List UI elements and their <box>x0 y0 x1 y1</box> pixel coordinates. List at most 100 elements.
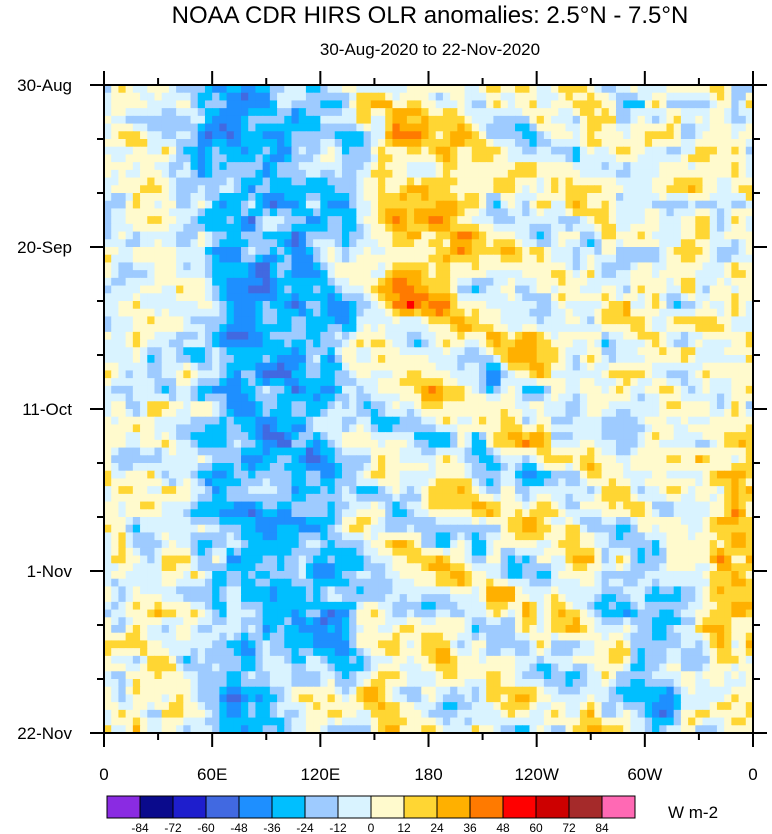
heatmap-cell <box>118 254 127 264</box>
heatmap-cell <box>688 478 696 487</box>
heatmap-cell <box>197 409 206 418</box>
heatmap-cell <box>486 154 494 163</box>
heatmap-cell <box>680 177 689 186</box>
heatmap-cell <box>334 424 343 433</box>
heatmap-cell <box>630 470 639 480</box>
heatmap-cell <box>724 131 732 140</box>
heatmap-cell <box>572 270 581 279</box>
heatmap-cell <box>241 262 249 271</box>
heatmap-cell <box>507 200 516 210</box>
heatmap-cell <box>298 324 307 333</box>
heatmap-cell <box>709 92 718 102</box>
heatmap-cell <box>724 463 732 472</box>
heatmap-cell <box>320 324 329 333</box>
heatmap-cell <box>125 393 134 402</box>
heatmap-cell <box>183 123 192 132</box>
heatmap-cell <box>579 385 588 395</box>
heatmap-cell <box>716 247 725 256</box>
heatmap-cell <box>277 162 285 171</box>
heatmap-cell <box>132 285 141 294</box>
heatmap-cell <box>666 239 675 248</box>
heatmap-cell <box>219 200 228 210</box>
heatmap-cell <box>197 331 206 341</box>
heatmap-cell <box>442 355 451 364</box>
heatmap-cell <box>248 254 257 264</box>
heatmap-cell <box>104 432 112 441</box>
heatmap-cell <box>313 424 321 433</box>
heatmap-cell <box>284 339 293 348</box>
heatmap-cell <box>652 470 660 480</box>
heatmap-cell <box>298 231 307 240</box>
heatmap-cell <box>536 293 545 302</box>
heatmap-cell <box>356 208 365 217</box>
heatmap-cell <box>543 393 552 402</box>
heatmap-cell <box>623 200 632 210</box>
heatmap-cell <box>630 339 639 348</box>
heatmap-cell <box>464 455 473 464</box>
heatmap-cell <box>190 401 199 410</box>
heatmap-cell <box>623 285 632 294</box>
heatmap-cell <box>507 92 516 102</box>
heatmap-cell <box>536 108 545 117</box>
heatmap-cell <box>659 355 668 364</box>
heatmap-cell <box>637 216 646 225</box>
heatmap-cell <box>738 193 747 202</box>
heatmap-cell <box>486 324 494 333</box>
heatmap-cell <box>392 409 401 418</box>
heatmap-cell <box>212 85 220 94</box>
heatmap-cell <box>305 378 314 387</box>
heatmap-cell <box>190 285 199 294</box>
heatmap-cell <box>320 208 329 217</box>
heatmap-cell <box>341 100 350 109</box>
heatmap-cell <box>572 331 581 341</box>
heatmap-cell <box>183 401 192 410</box>
heatmap-cell <box>673 470 682 480</box>
heatmap-cell <box>637 416 646 426</box>
heatmap-cell <box>284 100 293 109</box>
heatmap-cell <box>486 131 494 140</box>
heatmap-cell <box>543 108 552 117</box>
heatmap-cell <box>536 370 545 379</box>
heatmap-cell <box>652 401 660 410</box>
heatmap-cell <box>298 362 307 372</box>
heatmap-cell <box>241 316 249 325</box>
heatmap-cell <box>125 316 134 325</box>
heatmap-cell <box>284 185 293 194</box>
heatmap-cell <box>709 146 718 156</box>
heatmap-cell <box>558 409 567 418</box>
heatmap-cell <box>147 277 156 287</box>
heatmap-cell <box>731 439 740 449</box>
heatmap-cell <box>522 108 531 117</box>
heatmap-cell <box>644 247 653 256</box>
heatmap-cell <box>471 139 480 148</box>
heatmap-cell <box>241 324 249 333</box>
heatmap-cell <box>572 231 581 240</box>
heatmap-cell <box>716 162 725 171</box>
heatmap-cell <box>442 100 451 109</box>
heatmap-cell <box>233 339 242 348</box>
heatmap-cell <box>277 254 285 264</box>
heatmap-cell <box>305 385 314 395</box>
heatmap-cell <box>709 339 718 348</box>
heatmap-cell <box>493 316 502 325</box>
heatmap-cell <box>464 262 473 271</box>
heatmap-cell <box>291 108 300 117</box>
heatmap-cell <box>615 316 624 325</box>
heatmap-cell <box>140 177 148 186</box>
heatmap-cell <box>406 424 415 433</box>
heatmap-cell <box>673 177 682 186</box>
heatmap-cell <box>154 108 163 117</box>
heatmap-cell <box>587 401 595 410</box>
heatmap-cell <box>493 308 502 318</box>
heatmap-cell <box>248 301 257 310</box>
heatmap-cell <box>515 463 523 472</box>
heatmap-cell <box>305 501 314 510</box>
heatmap-cell <box>118 501 127 510</box>
heatmap-cell <box>558 355 567 364</box>
heatmap-cell <box>486 424 494 433</box>
heatmap-cell <box>277 85 285 94</box>
heatmap-cell <box>529 262 538 271</box>
heatmap-cell <box>255 185 264 194</box>
heatmap-cell <box>219 347 228 356</box>
heatmap-cell <box>630 316 639 325</box>
